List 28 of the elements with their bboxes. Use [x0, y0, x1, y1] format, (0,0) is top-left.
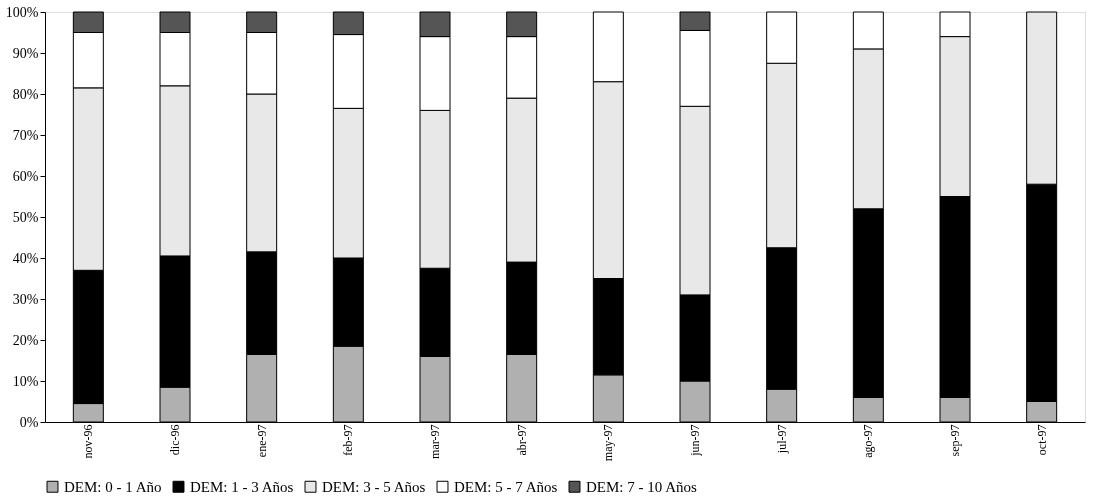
- legend-label: DEM: 5 - 7 Años: [454, 478, 558, 495]
- x-tick-label: jun-97: [688, 424, 702, 457]
- x-tick-label: sep-97: [948, 424, 962, 457]
- y-tick-label: 60%: [12, 168, 39, 184]
- y-tick-label: 20%: [12, 332, 39, 348]
- legend-label: DEM: 0 - 1 Año: [64, 478, 162, 495]
- legend-label: DEM: 1 - 3 Años: [190, 478, 294, 495]
- x-tick-label: mar-97: [428, 424, 442, 459]
- x-tick-label: oct-97: [1034, 424, 1049, 456]
- y-tick-label: 90%: [12, 45, 39, 61]
- y-tick-label: 100%: [5, 4, 39, 20]
- legend-label: DEM: 7 - 10 Años: [586, 478, 697, 495]
- y-tick-label: 30%: [12, 291, 39, 307]
- y-tick-label: 0%: [19, 414, 39, 430]
- x-tick-label: dic-96: [168, 424, 182, 456]
- y-tick-label: 40%: [12, 250, 39, 266]
- y-tick-label: 70%: [12, 127, 39, 143]
- y-tick-label: 80%: [12, 86, 39, 102]
- x-tick-label: ago-97: [861, 424, 876, 458]
- x-tick-label: ene-97: [254, 424, 269, 458]
- x-tick-label: nov-96: [81, 424, 96, 459]
- legend-label: DEM: 3 - 5 Años: [322, 478, 426, 495]
- x-tick-label: feb-97: [341, 424, 356, 456]
- x-tick-label: jul-97: [774, 424, 789, 455]
- x-tick-label: may-97: [601, 424, 616, 462]
- y-tick-label: 10%: [12, 373, 39, 389]
- y-tick-label: 50%: [12, 209, 39, 225]
- x-tick-label: abr-97: [514, 424, 529, 456]
